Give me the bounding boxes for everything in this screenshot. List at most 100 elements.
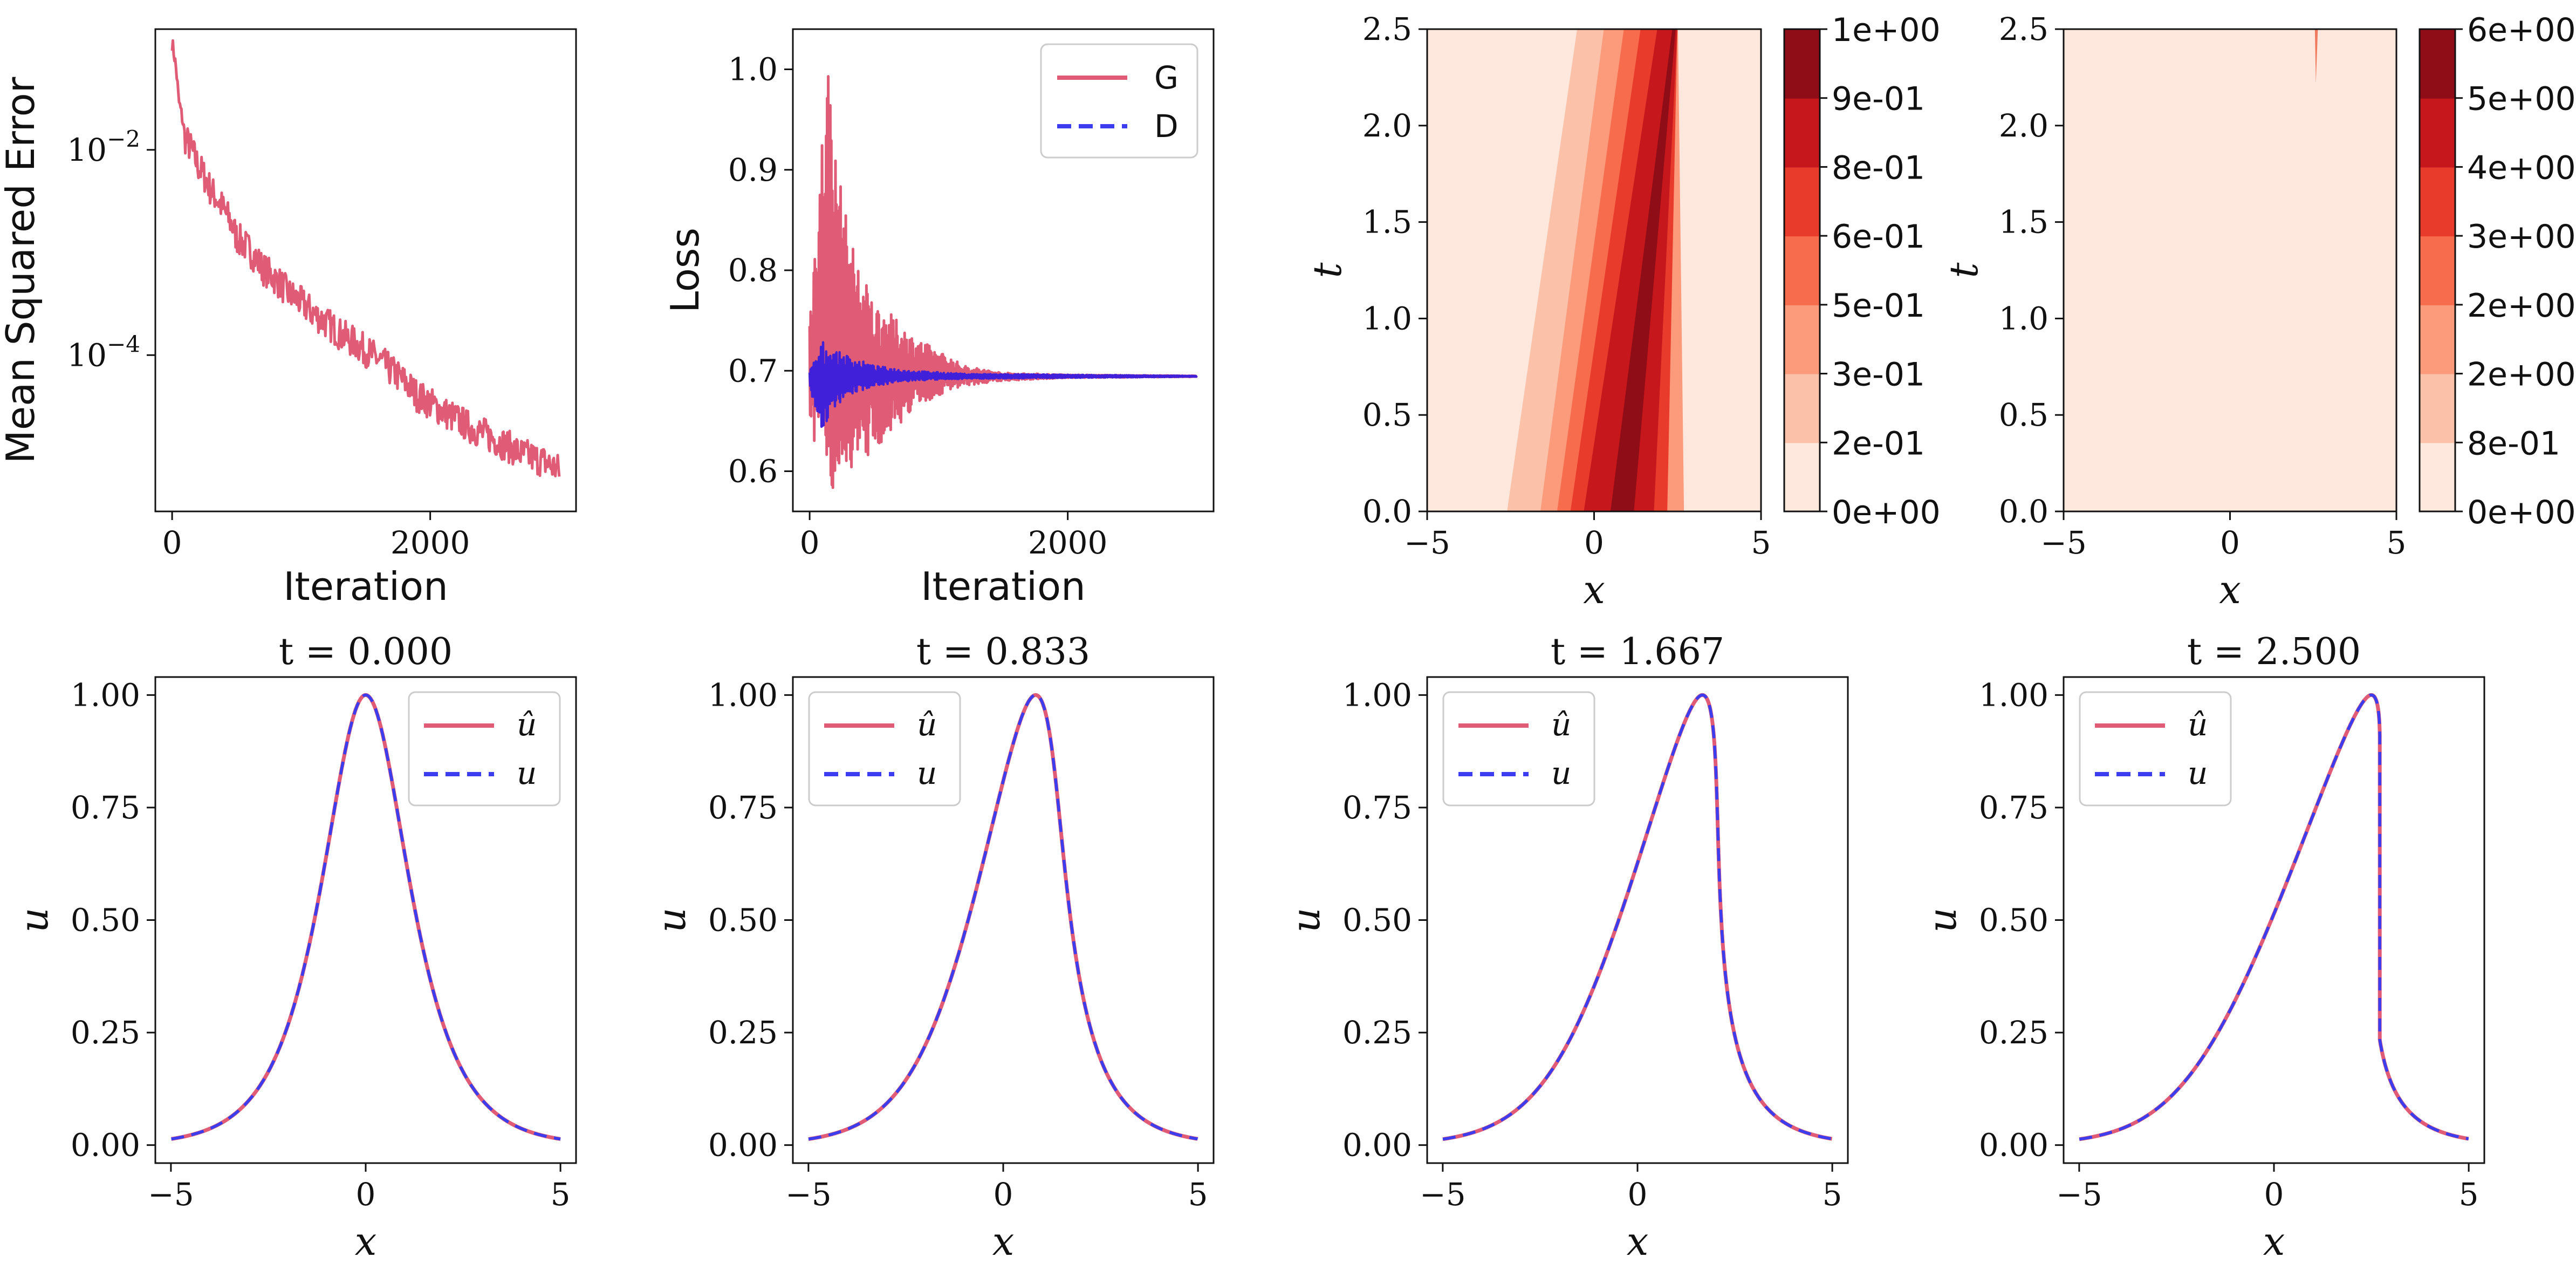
colorbar-label: 4e+00 xyxy=(2467,149,2576,187)
y-tick-label: 0.6 xyxy=(728,453,778,490)
y-tick-label: 2.0 xyxy=(1362,107,1412,144)
colorbar-band xyxy=(2420,236,2455,305)
y-axis-label: t xyxy=(1305,262,1350,278)
legend-label-exact: u xyxy=(2188,755,2208,791)
legend-box xyxy=(408,691,561,807)
legend-label-exact: u xyxy=(1551,755,1571,791)
x-axis-label: x xyxy=(1583,567,1605,612)
panel-title: t = 2.500 xyxy=(2187,631,2361,673)
panel-title: t = 1.667 xyxy=(1551,631,1724,673)
legend-box xyxy=(808,691,961,807)
exact-line xyxy=(170,693,562,1141)
y-tick-label: 0.7 xyxy=(728,352,778,389)
colorbar-label: 3e+00 xyxy=(2467,218,2576,256)
x-tick-label: 5 xyxy=(2387,524,2407,561)
y-tick-label: 1.00 xyxy=(1979,676,2049,713)
colorbar-frame xyxy=(2419,28,2456,512)
mse-series-line xyxy=(170,39,561,477)
y-tick-label: 0.75 xyxy=(1979,789,2049,826)
legend-label-pred: û xyxy=(2188,706,2208,743)
colorbar-band xyxy=(1784,167,1820,237)
x-tick-label: 0 xyxy=(356,1176,376,1213)
x-tick-label: −5 xyxy=(2056,1176,2102,1213)
y-tick-label: 0.75 xyxy=(1342,789,1412,826)
y-tick-label: 0.8 xyxy=(728,252,778,289)
colorbar-band xyxy=(1784,29,1820,99)
y-tick-label: 1.0 xyxy=(1999,300,2049,337)
x-tick-label: −5 xyxy=(785,1176,832,1213)
legend-label-pred: û xyxy=(1551,706,1571,743)
colorbar-band xyxy=(1784,442,1820,512)
plot-frame xyxy=(792,28,1215,512)
y-tick-label: 0.00 xyxy=(708,1127,778,1164)
y-tick-label: 0.25 xyxy=(71,1014,140,1051)
colorbar-label: 8e-01 xyxy=(2467,425,2560,462)
plot-frame xyxy=(154,28,577,512)
plot-frame xyxy=(1426,28,1762,512)
panel-title: t = 0.833 xyxy=(916,631,1090,673)
colorbar-label: 0e+00 xyxy=(1832,494,1941,531)
exact-line xyxy=(2078,693,2470,1141)
y-tick-label: 0.5 xyxy=(1999,397,2049,433)
plot-frame xyxy=(2063,28,2397,512)
colorbar-frame xyxy=(1783,28,1821,512)
y-tick-label: 0.0 xyxy=(1362,493,1412,530)
legend-box xyxy=(1442,691,1595,807)
x-tick-label: 2000 xyxy=(390,524,470,561)
error-spike xyxy=(2314,29,2318,84)
x-axis-label: Iteration xyxy=(921,564,1085,609)
legend: ûu xyxy=(1442,691,1595,807)
y-axis-label: u xyxy=(1920,907,1965,932)
y-tick-label: 0.25 xyxy=(708,1014,778,1051)
legend-label-pred: û xyxy=(517,706,537,743)
x-tick-label: 0 xyxy=(800,524,820,561)
y-tick-label: 10−4 xyxy=(67,331,140,373)
colorbar-label: 8e-01 xyxy=(1832,149,1925,187)
colorbar-band xyxy=(2420,98,2455,168)
y-tick-label: 1.0 xyxy=(728,51,778,88)
x-tick-label: 0 xyxy=(1584,524,1604,561)
x-tick-label: 0 xyxy=(162,524,182,561)
colorbar: 0e+00 8e-01 2e+00 2e+00 3e+00 4e+00 5e+00 6e+00 xyxy=(2419,11,2576,531)
x-tick-label: 5 xyxy=(1751,524,1771,561)
legend: GD xyxy=(1040,43,1198,159)
legend-box xyxy=(1040,43,1198,159)
y-tick-label: 0.00 xyxy=(1979,1127,2049,1164)
x-axis-label: x xyxy=(992,1219,1015,1264)
slice-1-axes: −5 0 5 0.00 0.25 0.50 0.75 1.00 x u t = 0.833 xyxy=(649,631,1208,1264)
colorbar-band xyxy=(2420,304,2455,374)
colorbar-label: 5e-01 xyxy=(1832,287,1925,325)
colorbar-label: 0e+00 xyxy=(2467,494,2576,531)
x-tick-label: 5 xyxy=(551,1176,571,1213)
x-tick-label: 5 xyxy=(1188,1176,1208,1213)
y-tick-label: 0.00 xyxy=(71,1127,140,1164)
y-tick-label: 1.0 xyxy=(1362,300,1412,337)
legend-label-g: G xyxy=(1154,59,1179,96)
x-tick-label: 0 xyxy=(2220,524,2240,561)
exact-line xyxy=(807,693,1199,1141)
colorbar-band xyxy=(1784,236,1820,305)
y-tick-label: 0.5 xyxy=(1362,397,1412,433)
plot-frame xyxy=(1426,676,1849,1164)
colorbar-label: 2e-01 xyxy=(1832,425,1925,462)
field-pred-axes: −5 0 5 0.0 0.5 1.0 1.5 2.0 2.5 x t xyxy=(1305,11,1771,612)
y-axis-label: t xyxy=(1941,262,1986,278)
panel-title: t = 0.000 xyxy=(279,631,453,673)
colorbar-band xyxy=(2420,167,2455,237)
slice-2-axes: −5 0 5 0.00 0.25 0.50 0.75 1.00 x u t = 1.667 xyxy=(1283,631,1842,1264)
colorbar-label: 1e+00 xyxy=(1832,11,1941,49)
y-tick-label: 0.9 xyxy=(728,152,778,188)
y-tick-label: 0.50 xyxy=(1979,902,2049,939)
y-tick-label: 0.50 xyxy=(708,902,778,939)
y-axis-label: Mean Squared Error xyxy=(0,77,43,463)
x-tick-label: −5 xyxy=(2040,524,2087,561)
y-tick-label: 0.0 xyxy=(1999,493,2049,530)
y-axis-label: u xyxy=(11,907,57,932)
legend: ûu xyxy=(808,691,961,807)
y-tick-label: 2.5 xyxy=(1999,11,2049,47)
y-tick-label: 2.5 xyxy=(1362,11,1412,47)
colorbar-band xyxy=(2420,29,2455,99)
x-axis-label: Iteration xyxy=(283,564,448,609)
x-axis-label: x xyxy=(2219,567,2241,612)
